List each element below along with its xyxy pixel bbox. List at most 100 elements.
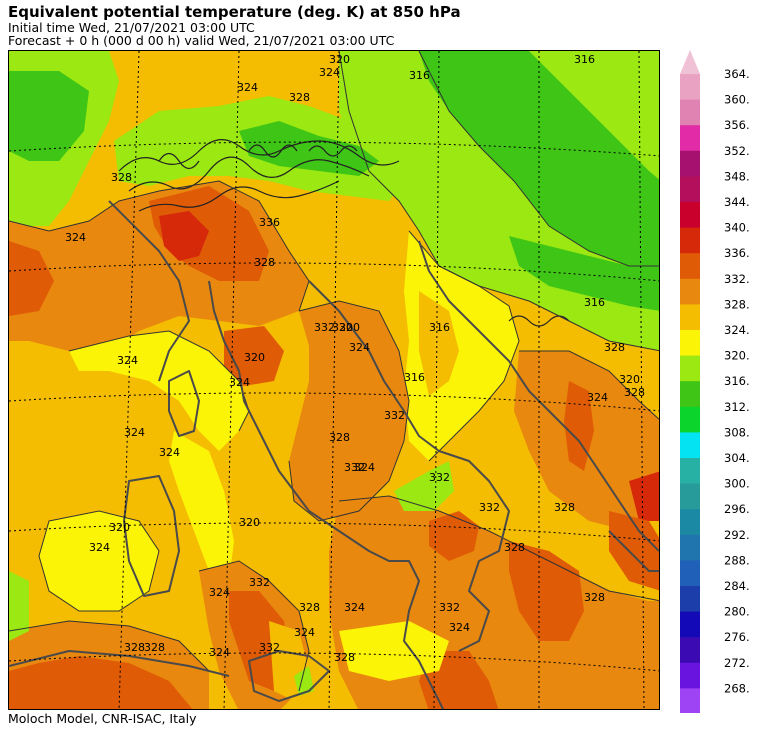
colorbar-tick-label: 320. [724,349,750,363]
contour-label: 324 [209,586,230,599]
colorbar-tick-label: 360. [724,93,750,107]
france-border [108,200,190,382]
field-320-west [169,431,234,581]
colorbar-swatch [680,509,700,536]
initial-time-label: Initial time Wed, 21/07/2021 03:00 UTC [8,20,255,35]
colorbar-swatch [680,637,700,664]
contour-label: 332 [344,461,365,474]
contour-label: 320 [329,53,350,66]
contour-label: 328 [624,386,645,399]
contour-label: 324 [159,446,180,459]
colorbar-swatch [680,253,700,280]
contour-label: 324 [319,66,340,79]
header: Equivalent potential temperature (deg. K… [8,3,461,48]
contour-label: 324 [117,354,138,367]
contour-label: 328 [254,256,275,269]
contour-label: 328 [299,601,320,614]
latlon-grid [9,51,659,709]
contour-label: 324 [209,646,230,659]
contour-label: 324 [65,231,86,244]
contour-label: 328 [504,541,525,554]
contour-label: 332 [259,641,280,654]
field-332-greece [609,511,659,591]
field-332-se-2 [429,511,479,561]
contour-label: 328 [329,431,350,444]
colorbar-swatch [680,611,700,638]
colorbar-swatch [680,99,700,126]
contour-label: 332 [429,471,450,484]
colorbar-tick-label: 284. [724,579,750,593]
colorbar-swatch [680,330,700,357]
contour-label: 332 [439,601,460,614]
field-332-balkan [564,381,594,471]
contour-label: 324 [344,601,365,614]
contour-label: 316 [574,53,595,66]
greece-coast [608,530,659,572]
colorbar-swatch [680,432,700,459]
field-316-gargano [394,461,454,511]
colorbar-tick-label: 296. [724,502,750,516]
field-328-sw [9,621,209,709]
contour-label: 336 [259,216,280,229]
colorbar-swatch [680,202,700,229]
field-320-sw [39,511,159,611]
colorbar-swatch [680,586,700,613]
colorbar-tick-label: 304. [724,451,750,465]
field-324-adriatic [419,291,459,396]
contour-label: 324 [89,541,110,554]
colorbar-tick-label: 336. [724,246,750,260]
colorbar-tick-label: 272. [724,656,750,670]
contour-label: 332 [249,576,270,589]
contour-label: 324 [349,341,370,354]
model-credit: Moloch Model, CNR-ISAC, Italy [8,711,197,726]
colorbar-tick-label: 348. [724,169,750,183]
contour-label: 320 [244,351,265,364]
contour-label: 328 [604,341,625,354]
corsica-coast [168,370,200,437]
colorbar-swatch [680,125,700,152]
contour-label: 328 [289,91,310,104]
field-336-west [159,211,209,261]
field-332-corner [9,241,54,316]
field-316-sicily [294,666,314,696]
africa-coast [9,650,230,677]
italy-east-coast [308,280,510,652]
contour-label: 320 [339,321,360,334]
field-312-alps [239,121,379,176]
contour-label: 328 [144,641,165,654]
italy-west-coast [208,280,445,709]
contour-label: 320 [239,516,260,529]
sicily-coast [248,650,330,702]
colorbar-tick-label: 292. [724,528,750,542]
coastlines [9,200,659,709]
contour-label: 332 [479,501,500,514]
colorbar-tick-label: 328. [724,297,750,311]
colorbar-tick-label: 268. [724,681,750,695]
colorbar-canvas: 364. 360. 356. 352. 348. 344. 340. 336. 332. 328.… [680,50,750,731]
contour-label: 324 [237,81,258,94]
contour-label: 328 [334,651,355,664]
colorbar-swatch [680,381,700,408]
colorbar-swatch [680,534,700,561]
colorbar-swatch [680,227,700,254]
field-332-se-1 [509,541,584,641]
field-320-center [69,331,249,451]
colorbar-tick-label: 364. [724,67,750,81]
colorbar-tick-label: 276. [724,630,750,644]
colorbar-tick-label: 340. [724,221,750,235]
field-312-ne [419,51,659,266]
contour-label: 324 [587,391,608,404]
contour-label: 320 [109,521,130,534]
contour-label: 332 [384,409,405,422]
colorbar-swatch [680,688,700,715]
field-316-west-edge [9,571,29,641]
colorbar-swatch [680,74,700,101]
contour-label: 316 [409,69,430,82]
colorbar-tick-label: 332. [724,272,750,286]
map-title: Equivalent potential temperature (deg. K… [8,3,461,21]
colorbar-swatch [680,560,700,587]
colorbar-swatch [680,458,700,485]
contour-label: 328 [124,641,145,654]
